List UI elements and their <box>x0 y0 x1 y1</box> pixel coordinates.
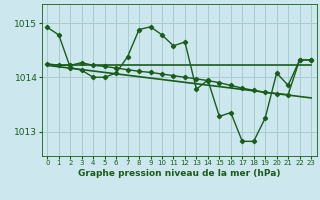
X-axis label: Graphe pression niveau de la mer (hPa): Graphe pression niveau de la mer (hPa) <box>78 169 280 178</box>
